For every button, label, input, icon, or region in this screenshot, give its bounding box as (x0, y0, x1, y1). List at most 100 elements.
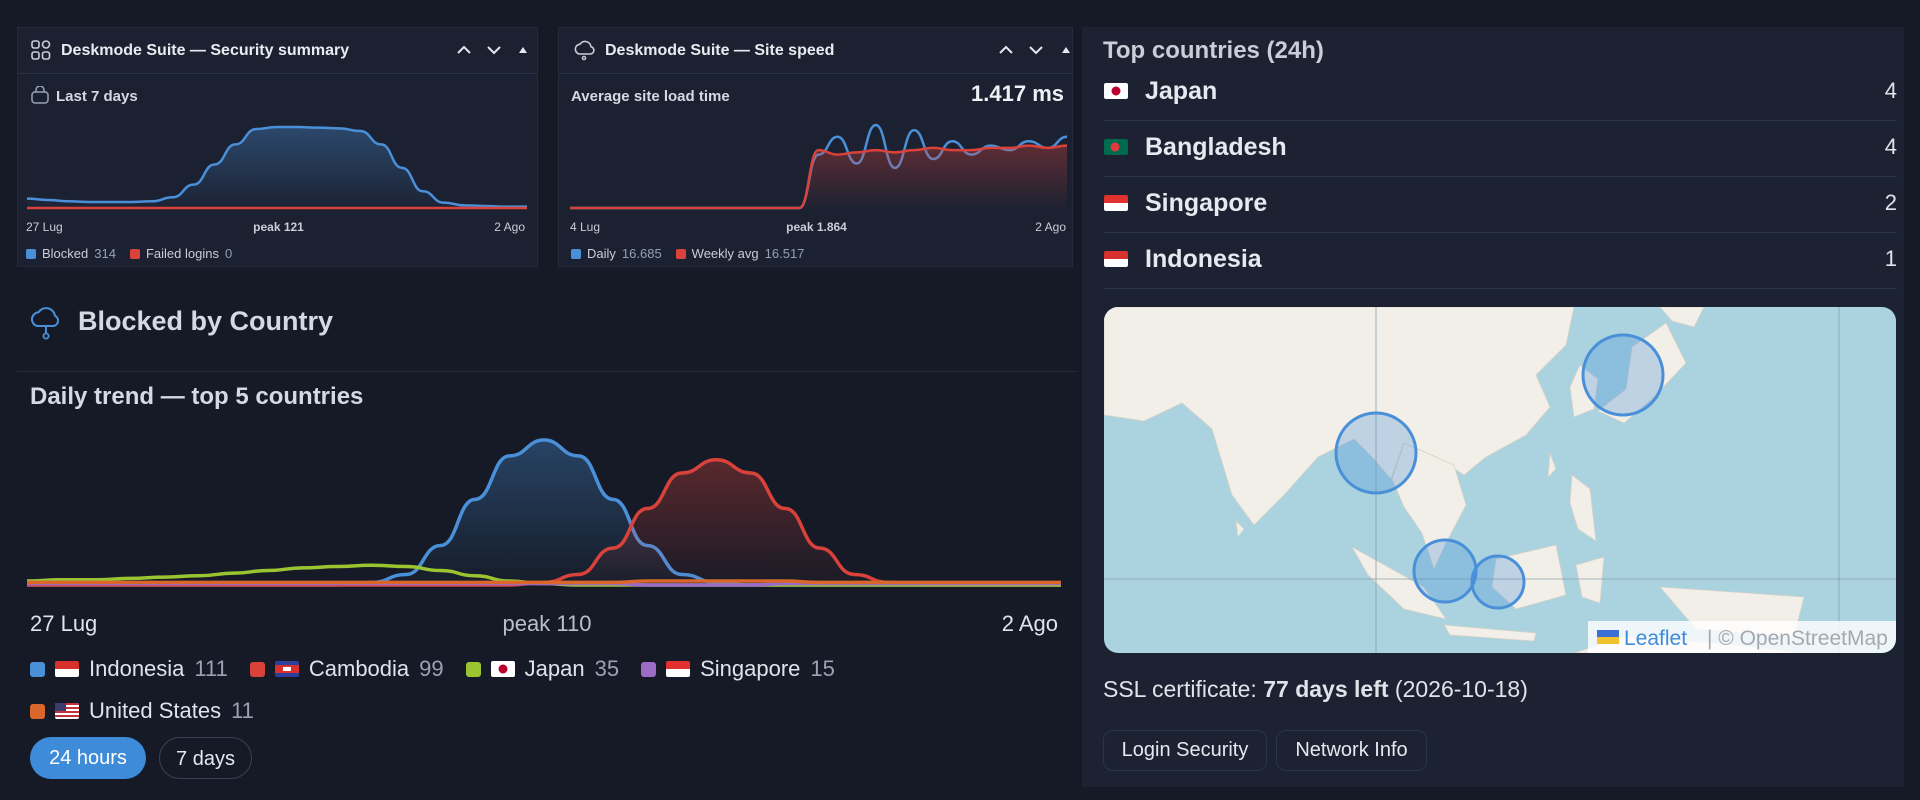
sparkline (27, 125, 527, 210)
range-button[interactable]: 7 days (159, 737, 252, 779)
country-count: 4 (1884, 78, 1897, 103)
flag (274, 661, 299, 677)
flag (1104, 195, 1128, 211)
legend-swatch (571, 249, 581, 259)
country-row: Japan 4 (1104, 65, 1897, 121)
peak-label: peak 1.864 (786, 220, 847, 234)
sparkline (570, 123, 1067, 210)
country-count: 4 (1884, 134, 1897, 159)
legend-item: Cambodia 99 (249, 656, 444, 682)
tab[interactable]: Login Security (1103, 730, 1267, 771)
legend-swatch (641, 661, 657, 677)
country-name: Singapore (1145, 189, 1268, 217)
ssl-days: 77 days left (1263, 676, 1389, 702)
section-title: Blocked by Country (78, 306, 334, 336)
legend-swatch (129, 249, 140, 259)
lock-icon (31, 86, 49, 104)
legend-name: Indonesia (89, 656, 185, 681)
legend-item: Indonesia 111 (30, 656, 228, 682)
widget-subtitle: Last 7 days (56, 88, 138, 105)
widget-header: Deskmode Suite — Security summary (18, 28, 537, 74)
legend-name: Cambodia (308, 656, 410, 681)
divider (17, 371, 1077, 372)
legend-swatch (465, 661, 481, 677)
peak-label: peak 121 (253, 220, 304, 234)
legend: Blocked 314 Failed logins 0 (26, 246, 232, 261)
x-start-label: 27 Lug (26, 220, 63, 234)
panel-title: Top countries (24h) (1103, 37, 1324, 64)
country-row: Bangladesh 4 (1104, 121, 1897, 177)
flag (490, 661, 515, 677)
map[interactable]: Leaflet | © OpenStreetMap (1104, 307, 1896, 653)
security-widget: Deskmode Suite — Security summary Last 7… (17, 27, 538, 267)
area (27, 440, 1061, 585)
legend-swatch (675, 249, 686, 259)
expand-button[interactable] (484, 40, 504, 60)
widget-title: Deskmode Suite — Security summary (61, 42, 350, 59)
speed-widget: Deskmode Suite — Site speed Average site… (558, 27, 1073, 267)
legend-name: Blocked (42, 246, 89, 261)
legend-name: Daily (587, 246, 616, 261)
legend-total: 16.685 (621, 246, 662, 261)
headline-value: 1.417 ms (971, 81, 1064, 106)
country-count: 2 (1884, 190, 1897, 215)
legend-item: Daily 16.685 (571, 246, 662, 261)
legend-total: 11 (231, 698, 254, 723)
country-name: Indonesia (1145, 245, 1262, 273)
legend-swatch (30, 661, 45, 677)
collapse-button[interactable] (996, 40, 1016, 60)
legend-swatch (26, 249, 36, 259)
legend-item: Blocked 314 (26, 246, 116, 261)
widget-header: Deskmode Suite — Site speed (559, 28, 1072, 74)
attribution: | © OpenStreetMap (1707, 627, 1888, 650)
flag (55, 703, 79, 719)
widget-title: Deskmode Suite — Site speed (605, 42, 835, 59)
legend-item: Singapore 15 (641, 656, 835, 682)
range-button[interactable]: 24 hours (30, 737, 146, 779)
country-name: Japan (1145, 77, 1218, 105)
area (570, 145, 1067, 208)
trend-chart (27, 438, 1061, 587)
legend-total: 15 (810, 656, 835, 681)
country-name: Bangladesh (1145, 133, 1287, 161)
legend-item: United States 11 (30, 698, 254, 724)
map-marker[interactable] (1470, 554, 1526, 610)
widget-icon (31, 40, 51, 60)
legend-swatch (249, 661, 265, 677)
flag (1104, 251, 1128, 267)
legend-item: Failed logins 0 (129, 246, 233, 261)
line (27, 125, 527, 208)
widget-icon (574, 40, 595, 61)
legend: Daily 16.685 Weekly avg 16.517 (571, 246, 804, 261)
map-marker[interactable] (1581, 333, 1665, 417)
ssl-label: SSL certificate: (1103, 676, 1257, 702)
tab[interactable]: Network Info (1276, 730, 1427, 771)
legend-total: 99 (419, 656, 444, 681)
attribution-link[interactable]: Leaflet (1624, 627, 1687, 650)
legend-name: United States (89, 698, 222, 723)
legend-name: Singapore (700, 656, 801, 681)
legend-total: 0 (224, 246, 233, 261)
map-marker[interactable] (1334, 411, 1418, 495)
map-marker[interactable] (1412, 538, 1478, 604)
legend-item: Weekly avg 16.517 (675, 246, 805, 261)
legend-swatch (30, 703, 45, 719)
legend-item: Japan 35 (465, 656, 620, 682)
legend-name: Japan (524, 656, 585, 681)
section-icon (30, 307, 60, 340)
legend-total: 16.517 (764, 246, 805, 261)
move-up-button[interactable] (513, 40, 533, 60)
legend-name: Failed logins (145, 246, 219, 261)
legend: Indonesia 111 Cambodia 99 Japan 35 Singapore 15… (30, 656, 930, 724)
legend-total: 111 (194, 656, 228, 681)
move-up-button[interactable] (1056, 40, 1073, 60)
line (570, 144, 1067, 210)
peak-label: peak 110 (502, 611, 592, 636)
x-start-label: 27 Lug (30, 611, 98, 636)
area (27, 127, 527, 208)
x-end-label: 2 Ago (1001, 611, 1058, 636)
collapse-button[interactable] (454, 40, 474, 60)
legend-total: 35 (594, 656, 620, 681)
expand-button[interactable] (1026, 40, 1046, 60)
